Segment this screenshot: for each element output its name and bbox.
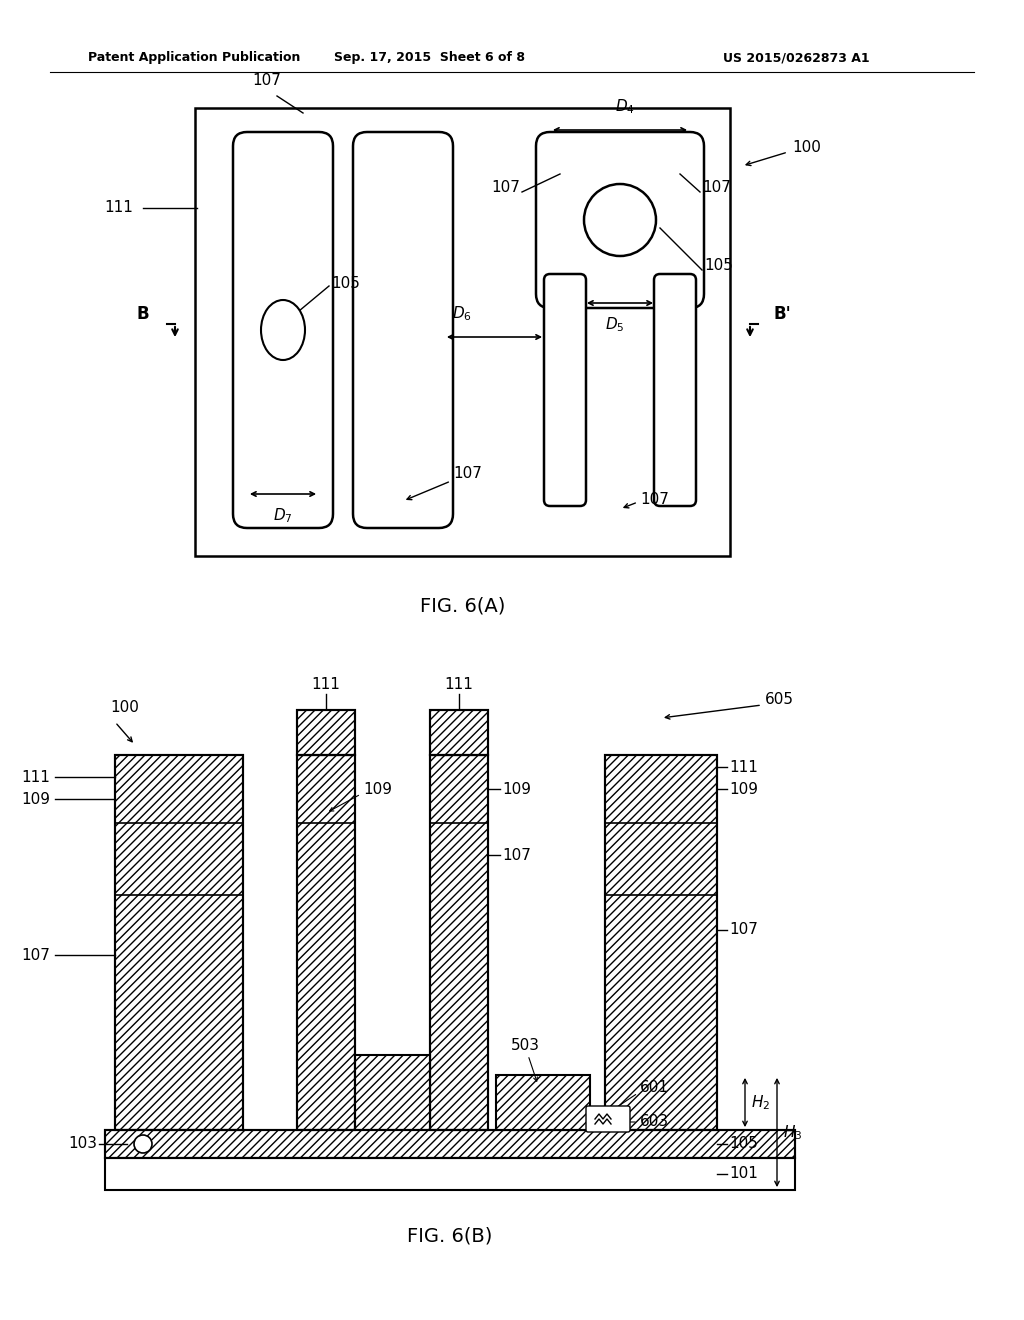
Bar xyxy=(496,1074,590,1130)
Text: 100: 100 xyxy=(792,140,821,156)
Text: 111: 111 xyxy=(22,770,50,784)
Bar xyxy=(605,755,717,1130)
FancyBboxPatch shape xyxy=(536,132,705,308)
Text: 601: 601 xyxy=(640,1081,669,1096)
Circle shape xyxy=(584,183,656,256)
Text: 105: 105 xyxy=(729,1137,758,1151)
Text: $D_6$: $D_6$ xyxy=(452,305,472,323)
Bar xyxy=(105,1158,795,1191)
Bar xyxy=(297,710,355,755)
Text: 107: 107 xyxy=(22,948,50,962)
Bar xyxy=(355,1055,430,1130)
Text: 107: 107 xyxy=(253,73,282,88)
Text: 107: 107 xyxy=(702,181,731,195)
Bar xyxy=(105,1130,795,1158)
Text: 111: 111 xyxy=(104,201,133,215)
Text: 109: 109 xyxy=(22,792,50,807)
Text: Sep. 17, 2015  Sheet 6 of 8: Sep. 17, 2015 Sheet 6 of 8 xyxy=(335,51,525,65)
Text: 111: 111 xyxy=(311,677,340,692)
Text: FIG. 6(B): FIG. 6(B) xyxy=(408,1226,493,1245)
Bar xyxy=(430,710,488,755)
Text: 503: 503 xyxy=(511,1038,540,1053)
FancyBboxPatch shape xyxy=(233,132,333,528)
Text: $H_3$: $H_3$ xyxy=(783,1123,803,1142)
FancyBboxPatch shape xyxy=(586,1106,630,1133)
FancyBboxPatch shape xyxy=(195,108,730,556)
Text: 107: 107 xyxy=(640,491,669,507)
Text: FIG. 6(A): FIG. 6(A) xyxy=(420,597,505,615)
Ellipse shape xyxy=(261,300,305,360)
Text: 111: 111 xyxy=(729,759,758,775)
Bar xyxy=(297,710,355,755)
Text: US 2015/0262873 A1: US 2015/0262873 A1 xyxy=(723,51,870,65)
Text: 603: 603 xyxy=(640,1114,669,1130)
Text: $H_2$: $H_2$ xyxy=(751,1093,770,1111)
FancyBboxPatch shape xyxy=(353,132,453,528)
Bar xyxy=(297,755,355,1130)
Bar xyxy=(430,755,488,822)
Text: 107: 107 xyxy=(729,923,758,937)
Bar xyxy=(355,1055,430,1130)
Bar xyxy=(297,755,355,822)
Bar xyxy=(105,1130,795,1158)
Circle shape xyxy=(134,1135,152,1152)
Bar xyxy=(496,1074,590,1130)
Bar xyxy=(115,755,243,1130)
Bar xyxy=(430,755,488,1130)
Text: 107: 107 xyxy=(453,466,482,482)
Text: Patent Application Publication: Patent Application Publication xyxy=(88,51,300,65)
Text: 101: 101 xyxy=(729,1167,758,1181)
Bar xyxy=(430,710,488,755)
Bar xyxy=(297,755,355,1130)
Text: $D_4$: $D_4$ xyxy=(615,98,635,116)
Bar xyxy=(115,755,243,822)
Text: 103: 103 xyxy=(68,1137,97,1151)
Text: 605: 605 xyxy=(765,693,794,708)
Text: 109: 109 xyxy=(502,781,531,796)
Bar xyxy=(115,755,243,1130)
Text: 109: 109 xyxy=(362,781,392,796)
Text: 107: 107 xyxy=(502,847,530,862)
Text: 105: 105 xyxy=(705,259,733,273)
FancyBboxPatch shape xyxy=(544,275,586,506)
Bar xyxy=(430,755,488,1130)
Text: B: B xyxy=(136,305,150,323)
Text: 107: 107 xyxy=(492,181,520,195)
Text: 109: 109 xyxy=(729,781,758,796)
Bar xyxy=(605,755,717,822)
Text: 111: 111 xyxy=(444,677,473,692)
Bar xyxy=(605,755,717,1130)
Text: $D_5$: $D_5$ xyxy=(605,315,625,334)
Text: B': B' xyxy=(773,305,791,323)
Text: 100: 100 xyxy=(110,700,139,715)
Text: $D_7$: $D_7$ xyxy=(273,506,293,525)
Text: 105: 105 xyxy=(331,276,359,290)
FancyBboxPatch shape xyxy=(654,275,696,506)
